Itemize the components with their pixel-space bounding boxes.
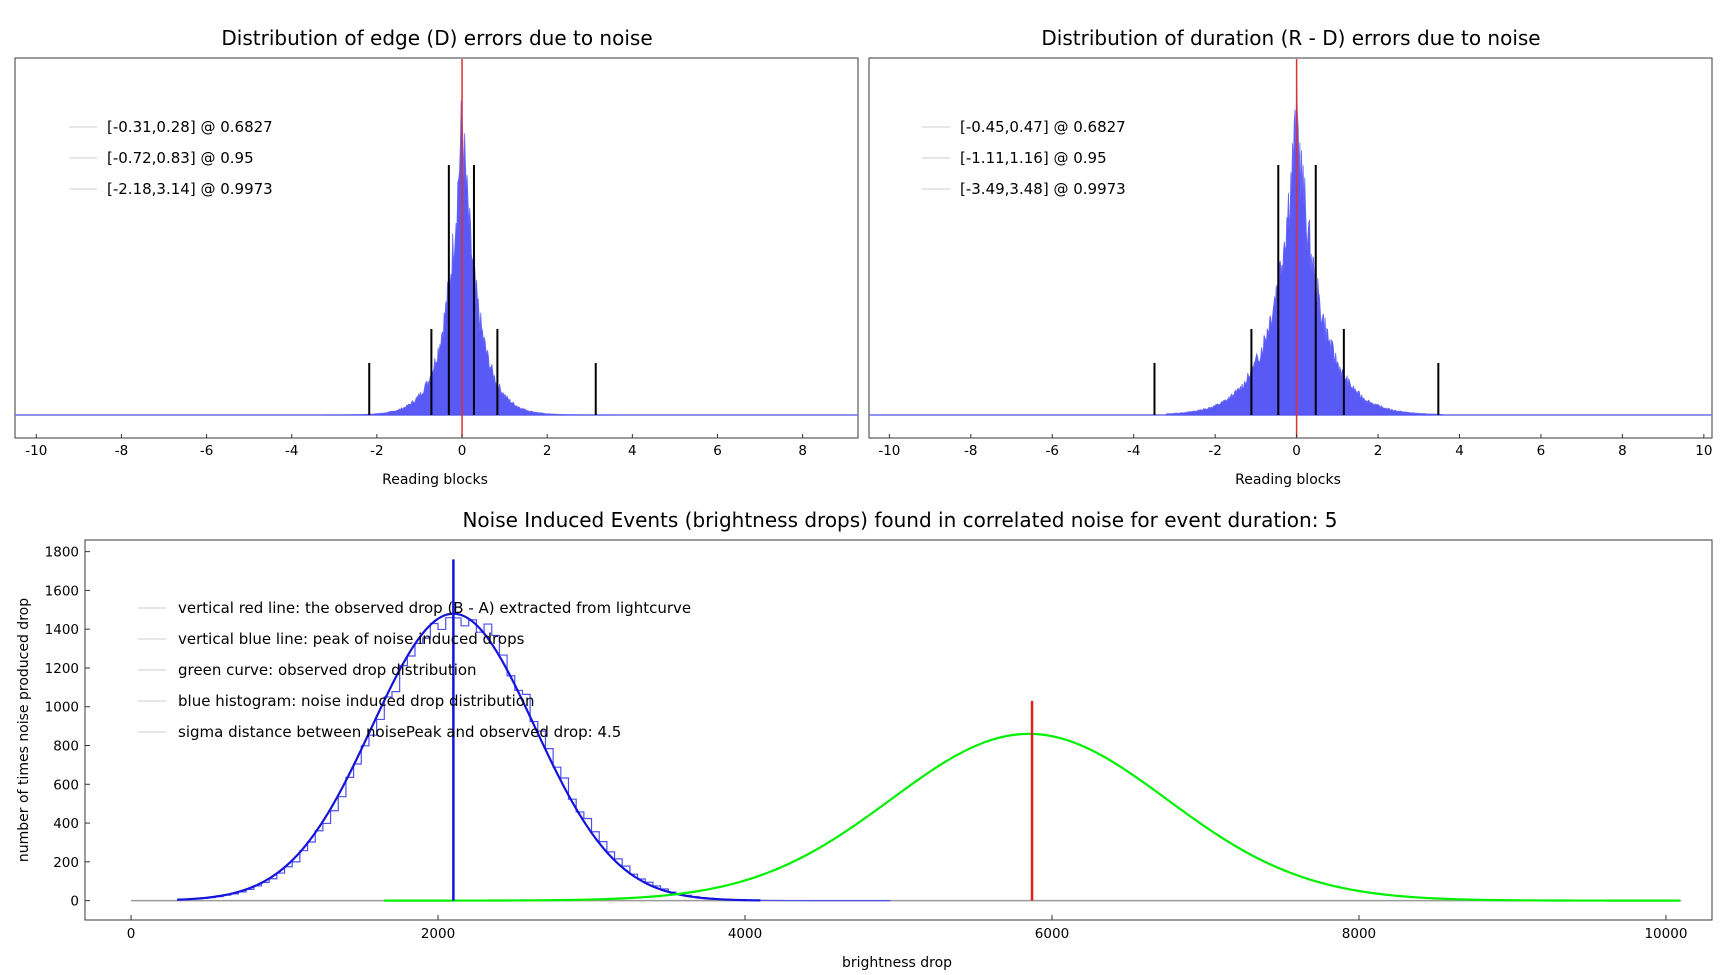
duration-chart-title: Distribution of duration (R - D) errors … (1041, 26, 1540, 50)
noise-x-tick-label: 0 (127, 926, 136, 942)
noise-chart-title: Noise Induced Events (brightness drops) … (462, 508, 1337, 532)
noise-x-tick-label: 8000 (1342, 926, 1376, 942)
duration-x-tick-label: -4 (1127, 443, 1140, 459)
duration-legend: [-0.45,0.47] @ 0.6827 [-1.11,1.16] @ 0.95… (922, 118, 1126, 198)
duration-x-tick-label: 4 (1455, 443, 1464, 459)
duration-histogram (1165, 77, 1445, 416)
edge-x-tick-label: 6 (713, 443, 722, 459)
noise-legend: vertical red line: the observed drop (B … (138, 599, 691, 741)
edge-x-tick-label: 0 (458, 443, 467, 459)
noise-legend-entry: vertical red line: the observed drop (B … (178, 599, 691, 617)
noise-x-tick-label: 6000 (1035, 926, 1069, 942)
edge-plot-frame (14, 57, 859, 439)
duration-legend-entry: [-3.49,3.48] @ 0.9973 (960, 180, 1126, 198)
edge-chart: Distribution of edge (D) errors due to n… (14, 26, 859, 488)
noise-legend-entry: vertical blue line: peak of noise induce… (178, 630, 525, 648)
noise-x-tick-label: 4000 (728, 926, 762, 942)
noise-legend-entry: sigma distance between noisePeak and obs… (178, 723, 621, 741)
noise-y-tick-label: 200 (53, 855, 79, 871)
noise-y-tick-label: 400 (53, 816, 79, 832)
noise-y-axis-label: number of times noise produced drop (16, 598, 32, 862)
duration-plot-frame (868, 57, 1713, 439)
noise-y-tick-label: 1600 (45, 583, 79, 599)
duration-x-tick-label: -6 (1046, 443, 1059, 459)
edge-x-tick-label: 8 (798, 443, 807, 459)
duration-x-tick-label: 2 (1374, 443, 1383, 459)
edge-histogram (325, 100, 616, 416)
duration-legend-entry: [-1.11,1.16] @ 0.95 (960, 149, 1107, 167)
duration-x-tick-label: 6 (1537, 443, 1546, 459)
noise-x-axis-label: brightness drop (842, 955, 952, 971)
noise-y-tick-label: 1400 (45, 622, 79, 638)
noise-legend-entry: green curve: observed drop distribution (178, 661, 477, 679)
edge-x-tick-label: -4 (285, 443, 298, 459)
noise-legend-entry: blue histogram: noise induced drop distr… (178, 692, 535, 710)
duration-x-tick-label: 10 (1695, 443, 1712, 459)
duration-x-axis-label: Reading blocks (1235, 472, 1341, 488)
noise-y-tick-label: 0 (70, 894, 79, 910)
noise-x-axis: 0 2000 4000 6000 8000 10000 (127, 915, 1687, 942)
edge-legend: [-0.31,0.28] @ 0.6827 [-0.72,0.83] @ 0.95… (69, 118, 273, 198)
duration-x-axis: -10 -8 -6 -4 -2 0 2 4 6 8 10 (878, 434, 1712, 459)
noise-y-tick-label: 1200 (45, 661, 79, 677)
edge-chart-title: Distribution of edge (D) errors due to n… (221, 26, 652, 50)
duration-x-tick-label: -8 (964, 443, 977, 459)
edge-plot-area (15, 59, 858, 437)
edge-legend-entry: [-0.72,0.83] @ 0.95 (107, 149, 254, 167)
duration-plot-area (869, 59, 1712, 437)
edge-x-tick-label: -2 (370, 443, 383, 459)
edge-x-axis-label: Reading blocks (382, 472, 488, 488)
noise-y-tick-label: 600 (53, 777, 79, 793)
duration-x-tick-label: 8 (1618, 443, 1627, 459)
edge-x-axis: -10 -8 -6 -4 -2 0 2 4 6 8 (25, 434, 807, 459)
noise-plot-area (131, 559, 1682, 902)
noise-x-tick-label: 10000 (1644, 926, 1687, 942)
edge-x-tick-label: -8 (115, 443, 128, 459)
duration-chart: Distribution of duration (R - D) errors … (868, 26, 1713, 488)
noise-y-tick-label: 800 (53, 739, 79, 755)
edge-legend-entry: [-0.31,0.28] @ 0.6827 (107, 118, 273, 136)
duration-x-tick-label: 0 (1292, 443, 1301, 459)
duration-legend-entry: [-0.45,0.47] @ 0.6827 (960, 118, 1126, 136)
noise-fit-curve (177, 612, 761, 902)
noise-plot-frame (84, 539, 1713, 921)
noise-y-tick-label: 1000 (45, 700, 79, 716)
edge-x-tick-label: -6 (200, 443, 213, 459)
edge-legend-entry: [-2.18,3.14] @ 0.9973 (107, 180, 273, 198)
edge-x-tick-label: 4 (628, 443, 637, 459)
noise-x-tick-label: 2000 (421, 926, 455, 942)
duration-x-tick-label: -2 (1208, 443, 1221, 459)
noise-y-tick-label: 1800 (45, 545, 79, 561)
duration-x-tick-label: -10 (878, 443, 900, 459)
edge-x-tick-label: -10 (25, 443, 47, 459)
noise-y-axis: 0 200 400 600 800 1000 1200 1400 1600 1800 (45, 545, 90, 910)
noise-chart: Noise Induced Events (brightness drops) … (16, 508, 1713, 971)
edge-x-tick-label: 2 (543, 443, 552, 459)
